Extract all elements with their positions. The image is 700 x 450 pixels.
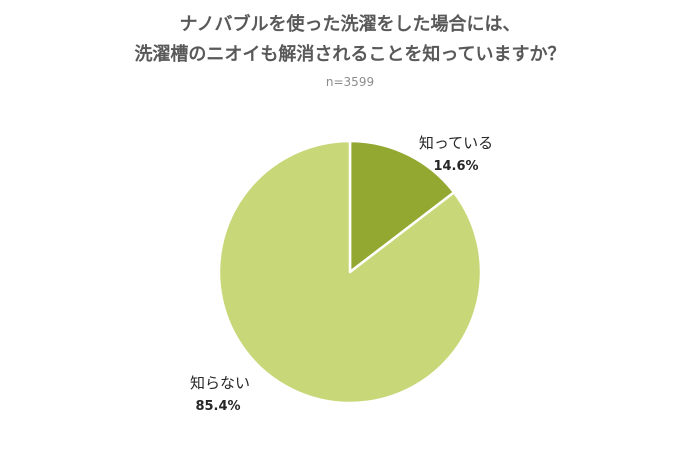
chart-subtitle: n=3599 xyxy=(325,75,375,89)
pie-slice-known xyxy=(348,139,456,274)
pie-labels: 知っている 14.6% 知らない 85.4% xyxy=(190,134,493,414)
slice-label-unknown: 知らない xyxy=(190,374,250,392)
chart-title-line-2: 洗濯槽のニオイも解消されることを知っていますか？ xyxy=(134,44,566,65)
pie-slice-unknown xyxy=(217,139,483,405)
slice-value-unknown: 85.4% xyxy=(195,399,240,414)
slice-label-known: 知っている xyxy=(419,134,493,152)
pie-slices xyxy=(217,139,483,405)
chart-title-line-1: ナノバブルを使った洗濯をした場合には、 xyxy=(179,14,521,35)
slice-value-known: 14.6% xyxy=(433,159,478,174)
